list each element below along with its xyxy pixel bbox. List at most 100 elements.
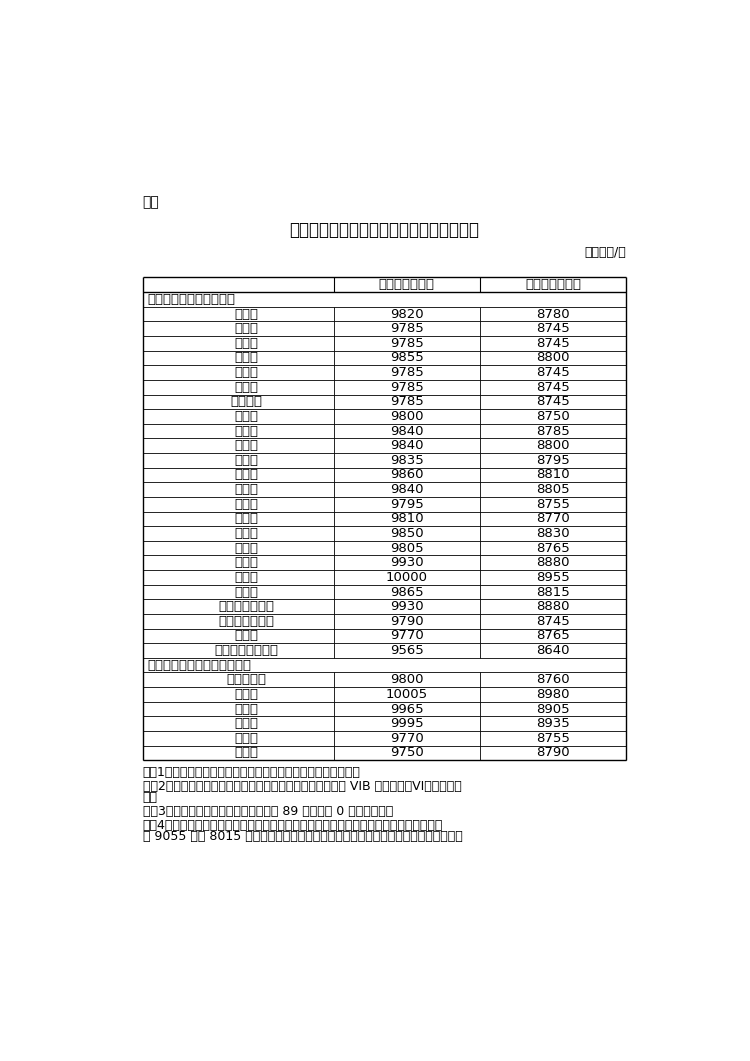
Text: 2、表中汽油和柴油价格为符合第六阶段强制性国家标准 VIB 车用汽油和VI车用柴油价: 2、表中汽油和柴油价格为符合第六阶段强制性国家标准 VIB 车用汽油和VI车用柴… (142, 780, 461, 794)
Text: 8765: 8765 (536, 541, 570, 555)
Text: 辽宁省: 辽宁省 (234, 366, 258, 379)
Text: 9795: 9795 (390, 498, 424, 510)
Text: 重庆市: 重庆市 (234, 571, 258, 584)
Text: 二、暂不实行一省一价的地区: 二、暂不实行一省一价的地区 (147, 659, 251, 672)
Text: 河北省: 河北省 (234, 336, 258, 350)
Text: 9770: 9770 (390, 629, 424, 642)
Text: 8770: 8770 (536, 512, 570, 525)
Text: 贵阳市: 贵阳市 (234, 702, 258, 715)
Text: 安徽省: 安徽省 (234, 454, 258, 467)
Text: 宁夏回族自治区: 宁夏回族自治区 (218, 614, 274, 628)
Text: 江苏省: 江苏省 (234, 424, 258, 437)
Text: 山西省: 山西省 (234, 351, 258, 364)
Text: 北京市: 北京市 (234, 308, 258, 320)
Text: 8755: 8755 (536, 498, 570, 510)
Text: 汽油（标准品）: 汽油（标准品） (379, 278, 435, 292)
Text: 各省区市和中心城市汽、柴油最高零售价格: 各省区市和中心城市汽、柴油最高零售价格 (290, 221, 479, 239)
Text: 8800: 8800 (536, 351, 570, 364)
Text: 浙江省: 浙江省 (234, 439, 258, 452)
Text: 8790: 8790 (536, 747, 570, 760)
Text: 甘肃省: 甘肃省 (234, 629, 258, 642)
Text: 广东省: 广东省 (234, 586, 258, 598)
Text: 9785: 9785 (390, 381, 424, 394)
Text: 9750: 9750 (390, 747, 424, 760)
Text: 新疆维吾尔自治区: 新疆维吾尔自治区 (214, 644, 278, 657)
Text: 9840: 9840 (390, 424, 424, 437)
Text: 10005: 10005 (386, 688, 428, 701)
Text: 8830: 8830 (536, 527, 570, 540)
Text: 8760: 8760 (536, 674, 570, 686)
Text: 昆明市: 昆明市 (234, 717, 258, 730)
Text: 一、实行一省一价的地区: 一、实行一省一价的地区 (147, 293, 236, 306)
Text: 9785: 9785 (390, 396, 424, 408)
Text: 吉林省: 吉林省 (234, 381, 258, 394)
Text: 8765: 8765 (536, 629, 570, 642)
Text: 湖北省: 湖北省 (234, 512, 258, 525)
Text: 福建省: 福建省 (234, 469, 258, 482)
Text: 柴油（标准品）: 柴油（标准品） (525, 278, 581, 292)
Text: 注：1、表中价格包含消费税、增值税以及城建税和教育费附加。: 注：1、表中价格包含消费税、增值税以及城建税和教育费附加。 (142, 766, 361, 780)
Text: 广西壮族自治区: 广西壮族自治区 (218, 601, 274, 613)
Text: 8750: 8750 (536, 410, 570, 423)
Text: 吨 9055 元和 8015 元；其它相关成品油价格政策按《石油价格管理办法》规定执行。: 吨 9055 元和 8015 元；其它相关成品油价格政策按《石油价格管理办法》规… (142, 830, 462, 842)
Text: 9820: 9820 (390, 308, 424, 320)
Text: 9785: 9785 (390, 366, 424, 379)
Text: 8745: 8745 (536, 614, 570, 628)
Text: 呼和浩特市: 呼和浩特市 (226, 674, 266, 686)
Text: 9835: 9835 (390, 454, 424, 467)
Text: 8880: 8880 (536, 556, 570, 570)
Text: 8755: 8755 (536, 732, 570, 745)
Text: 湖南省: 湖南省 (234, 527, 258, 540)
Text: 江西省: 江西省 (234, 483, 258, 497)
Text: 9930: 9930 (390, 556, 424, 570)
Text: 附表: 附表 (142, 195, 159, 209)
Text: 8745: 8745 (536, 366, 570, 379)
Text: 8805: 8805 (536, 483, 570, 497)
Text: 9840: 9840 (390, 439, 424, 452)
Text: 8780: 8780 (536, 308, 570, 320)
Text: 3、汽、柴油第六阶段标准品分别为 89 号汽油和 0 号车用柴油。: 3、汽、柴油第六阶段标准品分别为 89 号汽油和 0 号车用柴油。 (142, 805, 393, 818)
Text: 西宁市: 西宁市 (234, 747, 258, 760)
Text: 8640: 8640 (536, 644, 570, 657)
Text: 8745: 8745 (536, 396, 570, 408)
Text: 9865: 9865 (390, 586, 424, 598)
Text: 8955: 8955 (536, 571, 570, 584)
Text: 9565: 9565 (390, 644, 424, 657)
Text: 9860: 9860 (390, 469, 424, 482)
Text: 8795: 8795 (536, 454, 570, 467)
Text: 9850: 9850 (390, 527, 424, 540)
Text: 9855: 9855 (390, 351, 424, 364)
Text: 8980: 8980 (536, 688, 570, 701)
Text: 9800: 9800 (390, 674, 424, 686)
Text: 4、供国家储备、新疆生产建设兵团用符合第六阶段质量标准的汽、柴油价格分别为每: 4、供国家储备、新疆生产建设兵团用符合第六阶段质量标准的汽、柴油价格分别为每 (142, 819, 443, 832)
Text: 8810: 8810 (536, 469, 570, 482)
Text: 9770: 9770 (390, 732, 424, 745)
Text: 上海市: 上海市 (234, 410, 258, 423)
Text: 山东省: 山东省 (234, 498, 258, 510)
Text: 9805: 9805 (390, 541, 424, 555)
Text: 成都市: 成都市 (234, 688, 258, 701)
Text: 海南省: 海南省 (234, 556, 258, 570)
Text: 9995: 9995 (390, 717, 424, 730)
Text: 9800: 9800 (390, 410, 424, 423)
Text: 9840: 9840 (390, 483, 424, 497)
Text: 天津市: 天津市 (234, 323, 258, 335)
Text: 8935: 8935 (536, 717, 570, 730)
Text: 黑龙江省: 黑龙江省 (230, 396, 262, 408)
Text: 8880: 8880 (536, 601, 570, 613)
Text: 9965: 9965 (390, 702, 424, 715)
Text: 9785: 9785 (390, 336, 424, 350)
Text: 单位：元/吨: 单位：元/吨 (584, 245, 626, 259)
Text: 8815: 8815 (536, 586, 570, 598)
Text: 西安市: 西安市 (234, 732, 258, 745)
Text: 8800: 8800 (536, 439, 570, 452)
Text: 8905: 8905 (536, 702, 570, 715)
Text: 9785: 9785 (390, 323, 424, 335)
Text: 8745: 8745 (536, 381, 570, 394)
Text: 河南省: 河南省 (234, 541, 258, 555)
Text: 10000: 10000 (386, 571, 427, 584)
Text: 格。: 格。 (142, 792, 158, 804)
Text: 8745: 8745 (536, 323, 570, 335)
Text: 9790: 9790 (390, 614, 424, 628)
Text: 8745: 8745 (536, 336, 570, 350)
